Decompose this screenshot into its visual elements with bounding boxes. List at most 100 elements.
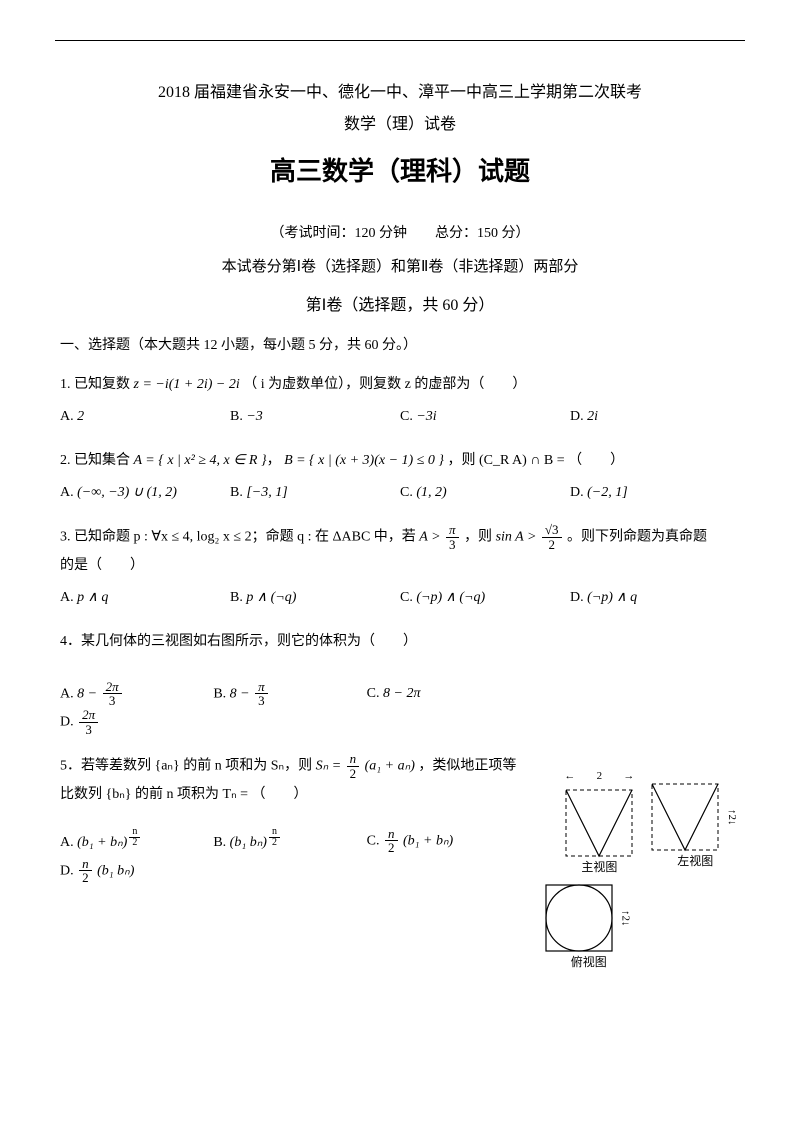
q4-side-dim: ↑2↓ bbox=[722, 782, 740, 852]
q5-C-frac: n2 bbox=[385, 827, 398, 855]
q4-D: D. 2π 3 bbox=[60, 708, 520, 736]
q3-stem-a: 3. 已知命题 p : ∀x ≤ 4, log₂ x ≤ 2；命题 q : 在 … bbox=[60, 530, 419, 545]
q4-A-frac: 2π 3 bbox=[103, 680, 122, 708]
q1-options: A. 2 B. −3 C. −3i D. 2i bbox=[60, 403, 740, 431]
q3-C-val: (¬p) ∧ (¬q) bbox=[416, 590, 485, 605]
q5-D-frac: n2 bbox=[79, 857, 92, 885]
q5-C-rest: (b₁ + bₙ) bbox=[403, 833, 453, 848]
side-view-svg bbox=[650, 782, 720, 852]
title-big: 高三数学（理科）试题 bbox=[60, 151, 740, 193]
top-rule bbox=[55, 40, 745, 41]
q2-stem-b: ，则 (C_R A) ∩ B = （ ） bbox=[447, 453, 624, 468]
q4-B-den: 3 bbox=[255, 694, 268, 708]
q1-A-val: 2 bbox=[77, 409, 84, 424]
q1-D-val: 2i bbox=[587, 409, 598, 424]
q1-expr: z = −i(1 + 2i) − 2i bbox=[134, 377, 240, 392]
q1-B-val: −3 bbox=[246, 409, 262, 424]
q5-C: C. n2 (b₁ + bₙ) bbox=[367, 827, 520, 857]
q3-cond1-den: 3 bbox=[446, 538, 459, 552]
q3-cond2-frac: √3 2 bbox=[542, 523, 562, 551]
front-view-svg bbox=[564, 788, 634, 858]
q4-A: A. 8 − 2π 3 bbox=[60, 680, 213, 708]
q3-cond2-lhs: sin A > bbox=[496, 530, 537, 545]
q3-A: A. p ∧ q bbox=[60, 584, 230, 612]
paper-structure: 本试卷分第Ⅰ卷（选择题）和第Ⅱ卷（非选择题）两部分 bbox=[60, 255, 740, 279]
q1-C: C. −3i bbox=[400, 403, 570, 431]
q4-side-label: 左视图 bbox=[650, 852, 740, 871]
q1-C-val: −3i bbox=[416, 409, 436, 424]
q5-formula-rhs: (a₁ + aₙ) bbox=[365, 759, 415, 774]
q5-stem-c: 比数列 {bₙ} 的前 n 项积为 Tₙ = （ ） bbox=[60, 787, 308, 802]
q4-side-view: ↑2↓ 左视图 bbox=[650, 768, 740, 877]
q4-D-frac: 2π 3 bbox=[79, 708, 98, 736]
q4-B-frac: π 3 bbox=[255, 680, 268, 708]
q5-A-base: (b₁ + bₙ) bbox=[77, 835, 127, 850]
q3-C: C. (¬p) ∧ (¬q) bbox=[400, 584, 570, 612]
q2-D-val: (−2, 1] bbox=[587, 485, 628, 500]
q3-cond1-frac: π 3 bbox=[446, 523, 459, 551]
q4-B: B. 8 − π 3 bbox=[213, 680, 366, 708]
q4-D-num: 2π bbox=[79, 708, 98, 723]
q5-D-rest: (b₁ bₙ) bbox=[97, 863, 134, 878]
exam-meta: （考试时间：120 分钟 总分：150 分） bbox=[60, 223, 740, 245]
q5-C-den: 2 bbox=[385, 841, 398, 855]
question-1: 1. 已知复数 z = −i(1 + 2i) − 2i （ i 为虚数单位），则… bbox=[60, 371, 740, 431]
title-line-1: 2018 届福建省永安一中、德化一中、漳平一中高三上学期第二次联考 bbox=[60, 80, 740, 106]
q5-D-num: n bbox=[79, 857, 92, 872]
part-1-heading: 第Ⅰ卷（选择题，共 60 分） bbox=[60, 293, 740, 319]
page-content: 2018 届福建省永安一中、德化一中、漳平一中高三上学期第二次联考 数学（理）试… bbox=[60, 80, 740, 885]
q2-setA: A = { x | x² ≥ 4, x ∈ R } bbox=[134, 453, 267, 468]
q3-options: A. p ∧ q B. p ∧ (¬q) C. (¬p) ∧ (¬q) D. (… bbox=[60, 584, 740, 612]
q2-C-val: (1, 2) bbox=[416, 485, 446, 500]
title-line-2: 数学（理）试卷 bbox=[60, 112, 740, 138]
q2-stem-a: 2. 已知集合 bbox=[60, 453, 134, 468]
q4-dim-2a: 2 bbox=[597, 770, 603, 782]
q4-front-dim-top: ←2→ bbox=[564, 768, 634, 786]
q5-stem-a: 5．若等差数列 {aₙ} 的前 n 项和为 Sₙ，则 bbox=[60, 759, 316, 774]
q5-C-num: n bbox=[385, 827, 398, 842]
q2-C: C. (1, 2) bbox=[400, 479, 570, 507]
q4-A-num: 2π bbox=[103, 680, 122, 695]
q4-C-val: 8 − 2π bbox=[383, 686, 420, 701]
q3-D: D. (¬p) ∧ q bbox=[570, 584, 740, 612]
question-3: 3. 已知命题 p : ∀x ≤ 4, log₂ x ≤ 2；命题 q : 在 … bbox=[60, 523, 740, 611]
q3-stem-c: 的是（ ） bbox=[60, 558, 144, 573]
section-heading: 一、选择题（本大题共 12 小题，每小题 5 分，共 60 分。） bbox=[60, 335, 740, 357]
q5-D-den: 2 bbox=[79, 871, 92, 885]
q1-D: D. 2i bbox=[570, 403, 740, 431]
q4-fig-row2: ↑2↓ 俯视图 bbox=[544, 883, 740, 972]
q5-options: A. (b₁ + bₙ)n2 B. (b₁ bₙ)n2 C. n2 (b₁ + … bbox=[60, 827, 520, 885]
q1-stem-b: （ i 为虚数单位），则复数 z 的虚部为（ ） bbox=[243, 377, 526, 392]
q4-front-view: ←2→ 主视图 bbox=[564, 768, 634, 877]
q4-top-label: 俯视图 bbox=[544, 953, 634, 972]
q5-D: D. n2 (b₁ bₙ) bbox=[60, 857, 520, 885]
q5-B: B. (b₁ bₙ)n2 bbox=[213, 827, 366, 857]
q4-front-label: 主视图 bbox=[564, 858, 634, 877]
q3-D-val: (¬p) ∧ q bbox=[587, 590, 637, 605]
q4-A-pre: 8 − bbox=[77, 686, 97, 701]
q3-cond2-num: √3 bbox=[542, 523, 562, 538]
q4-D-den: 3 bbox=[79, 723, 98, 737]
q4-fig-row1: ←2→ 主视图 ↑2↓ 左视图 bbox=[540, 768, 740, 877]
q2-B: B. [−3, 1] bbox=[230, 479, 400, 507]
q5-formula-frac: n 2 bbox=[347, 752, 360, 780]
q5-A-exp: n2 bbox=[129, 827, 140, 849]
q3-cond1-lhs: A > bbox=[419, 530, 440, 545]
q5-stem-b: ，类似地正项等 bbox=[418, 759, 516, 774]
q5-formula-lhs: Sₙ = bbox=[316, 759, 342, 774]
q2-setB: B = { x | (x + 3)(x − 1) ≤ 0 } bbox=[284, 453, 444, 468]
q4-A-den: 3 bbox=[103, 694, 122, 708]
q5-A: A. (b₁ + bₙ)n2 bbox=[60, 827, 213, 857]
q2-A: A. (−∞, −3) ∪ (1, 2) bbox=[60, 479, 230, 507]
q1-A: A. 2 bbox=[60, 403, 230, 431]
q5-B-base: (b₁ bₙ) bbox=[230, 835, 267, 850]
q4-options: A. 8 − 2π 3 B. 8 − π 3 C. 8 − 2π D. 2π 3 bbox=[60, 680, 520, 737]
q2-A-val: (−∞, −3) ∪ (1, 2) bbox=[77, 485, 177, 500]
q4-stem: 4．某几何体的三视图如右图所示，则它的体积为（ ） bbox=[60, 634, 417, 649]
q2-options: A. (−∞, −3) ∪ (1, 2) B. [−3, 1] C. (1, 2… bbox=[60, 479, 740, 507]
q4-B-num: π bbox=[255, 680, 268, 695]
question-2: 2. 已知集合 A = { x | x² ≥ 4, x ∈ R }， B = {… bbox=[60, 447, 740, 507]
q4-dim-2c: 2 bbox=[620, 915, 632, 921]
q4-C: C. 8 − 2π bbox=[367, 680, 520, 708]
q4-B-pre: 8 − bbox=[230, 686, 250, 701]
